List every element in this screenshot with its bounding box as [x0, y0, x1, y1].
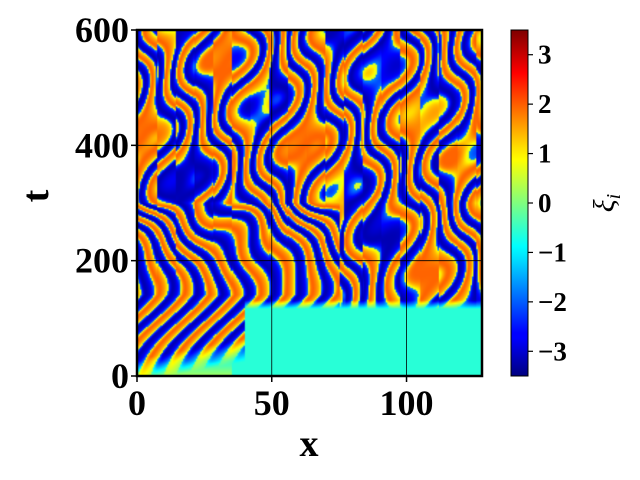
- y-axis-ticks: 0 200 400 600: [75, 10, 137, 396]
- x-tick-label: 100: [380, 383, 434, 423]
- y-tick-label: 400: [75, 125, 129, 165]
- colorbar: 3 2 1 0 −1 −2 −3 ξi: [510, 29, 625, 377]
- heatmap-area: [137, 30, 482, 376]
- y-tick-label: 200: [75, 241, 129, 281]
- colorbar-ticks: 3 2 1 0 −1 −2 −3: [528, 40, 567, 366]
- x-axis-label: x: [300, 423, 319, 465]
- heatmap-image: [137, 30, 482, 376]
- colorbar-label: ξi: [588, 194, 625, 212]
- colorbar-gradient: [511, 30, 528, 376]
- colorbar-label-subscript: i: [603, 194, 625, 200]
- plot-frame: [135, 28, 484, 378]
- colorbar-tick-label: 3: [538, 40, 552, 70]
- colorbar-tick-label: 0: [538, 188, 552, 218]
- x-axis-ticks: 0 50 100: [128, 376, 434, 423]
- colorbar-tick-label: −1: [538, 237, 567, 267]
- colorbar-tick-label: −3: [538, 336, 567, 366]
- colorbar-tick-label: 2: [538, 89, 552, 119]
- gridlines: [137, 30, 482, 376]
- colorbar-tick-label: 1: [538, 139, 552, 169]
- x-tick-label: 50: [254, 383, 290, 423]
- y-tick-label: 600: [75, 10, 129, 50]
- colorbar-tick-label: −2: [538, 287, 567, 317]
- y-axis-label: t: [15, 189, 57, 202]
- x-tick-label: 0: [128, 383, 146, 423]
- y-tick-label: 0: [111, 356, 129, 396]
